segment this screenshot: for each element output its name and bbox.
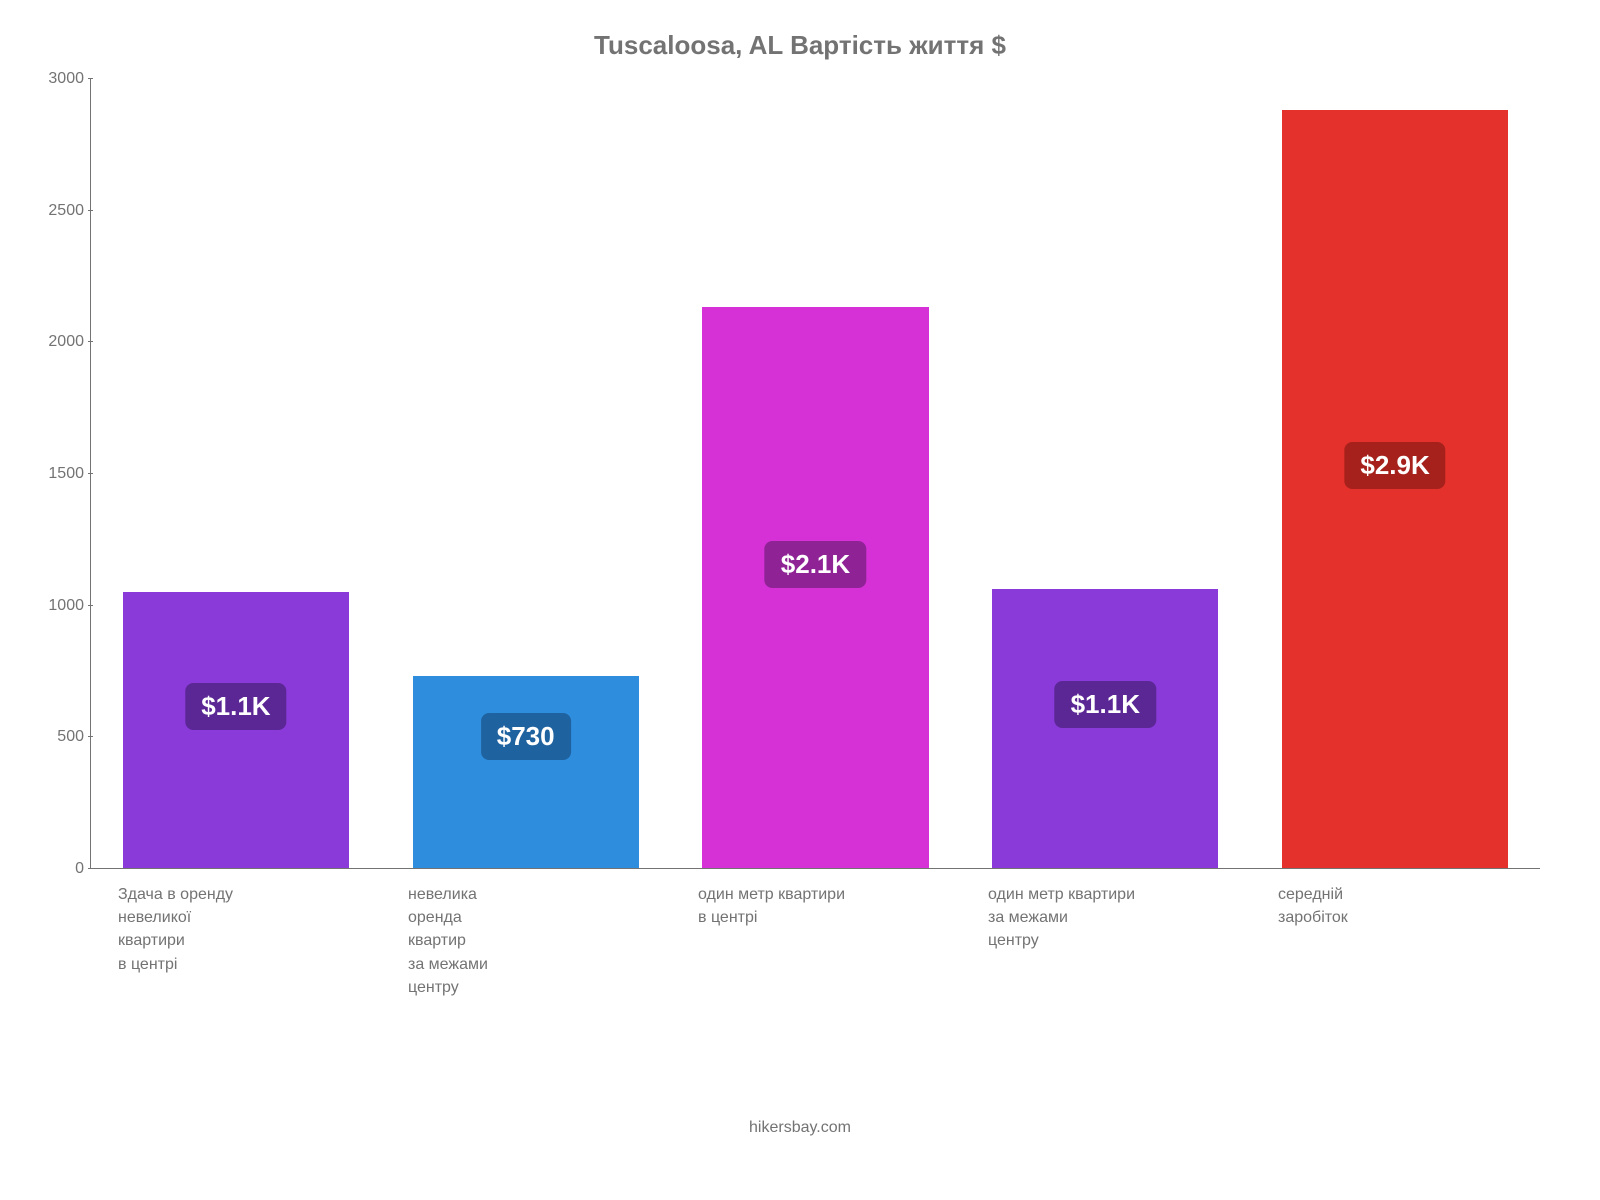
y-tick-label: 2000 xyxy=(40,333,84,351)
value-badge: $2.9K xyxy=(1344,442,1445,489)
x-label-slot: невелика оренда квартир за межами центру xyxy=(380,883,670,999)
bar-slot: $2.1K xyxy=(671,79,961,868)
y-tick-label: 500 xyxy=(40,728,84,746)
x-label-slot: один метр квартири в центрі xyxy=(670,883,960,999)
y-tick-label: 3000 xyxy=(40,70,84,88)
x-axis-label: Здача в оренду невеликої квартири в цент… xyxy=(118,883,233,999)
bar-slot: $1.1K xyxy=(91,79,381,868)
plot-area: 050010001500200025003000 $1.1K$730$2.1K$… xyxy=(90,79,1540,869)
value-badge: $2.1K xyxy=(765,541,866,588)
y-tick-label: 1000 xyxy=(40,597,84,615)
y-tick-label: 2500 xyxy=(40,202,84,220)
bar-slot: $1.1K xyxy=(960,79,1250,868)
value-badge: $730 xyxy=(481,713,571,760)
x-label-slot: один метр квартири за межами центру xyxy=(960,883,1250,999)
bar-slot: $2.9K xyxy=(1250,79,1540,868)
y-axis: 050010001500200025003000 xyxy=(40,79,90,869)
attribution-text: hikersbay.com xyxy=(40,1119,1560,1137)
chart-title: Tuscaloosa, AL Вартість життя $ xyxy=(40,30,1560,61)
x-axis-label: середній заробіток xyxy=(1278,883,1348,999)
bar-slot: $730 xyxy=(381,79,671,868)
bar: $730 xyxy=(413,676,639,868)
value-badge: $1.1K xyxy=(185,683,286,730)
bars-group: $1.1K $730 $2.1K $1.1K $2.9K xyxy=(91,79,1540,868)
bar: $1.1K xyxy=(123,592,349,869)
x-label-slot: середній заробіток xyxy=(1250,883,1540,999)
x-axis-label: один метр квартири в центрі xyxy=(698,883,845,999)
x-label-slot: Здача в оренду невеликої квартири в цент… xyxy=(90,883,380,999)
x-axis-labels: Здача в оренду невеликої квартири в цент… xyxy=(90,883,1540,999)
value-badge: $1.1K xyxy=(1055,681,1156,728)
plot-frame: $1.1K $730 $2.1K $1.1K $2.9K xyxy=(90,79,1540,869)
bar: $2.1K xyxy=(702,307,928,868)
y-tick-label: 1500 xyxy=(40,465,84,483)
bar: $1.1K xyxy=(992,589,1218,868)
x-axis-label: невелика оренда квартир за межами центру xyxy=(408,883,488,999)
y-tick-label: 0 xyxy=(40,860,84,878)
chart-container: Tuscaloosa, AL Вартість життя $ 0 500 1000… xyxy=(0,0,1600,1200)
bar: $2.9K xyxy=(1282,110,1508,868)
x-axis-label: один метр квартири за межами центру xyxy=(988,883,1135,999)
